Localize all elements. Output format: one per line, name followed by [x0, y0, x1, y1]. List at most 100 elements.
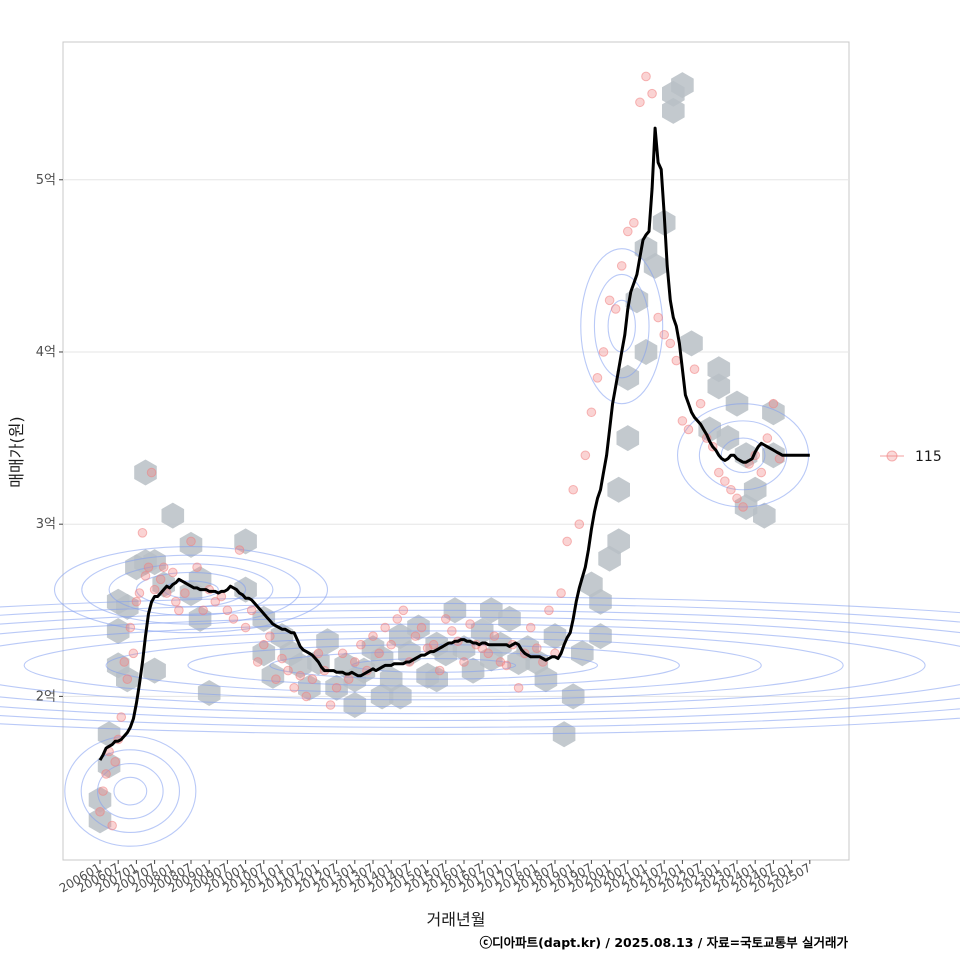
density-contour-layer [0, 248, 960, 847]
scatter-point [174, 605, 184, 616]
hexbin-cell [643, 252, 667, 279]
scatter-point [374, 648, 384, 659]
scatter-point [465, 619, 475, 629]
scatter-point [398, 605, 409, 616]
scatter-point [665, 338, 676, 349]
scatter-point [228, 614, 239, 624]
hexbin-cell [288, 652, 312, 679]
scatter-point [295, 670, 306, 681]
scatter-point [107, 820, 117, 831]
scatter-point [732, 493, 742, 504]
trend-line [98, 126, 810, 761]
density-contour [0, 609, 960, 722]
y-tick-label: 5억 [36, 173, 56, 188]
density-contour [108, 563, 274, 617]
hexbin-cell [762, 399, 785, 426]
y-axis-title: 매매가(원) [7, 416, 26, 487]
scatter-point [695, 398, 706, 409]
scatter-point [483, 648, 494, 659]
hexbin-cell [616, 425, 640, 452]
scatter-point [544, 605, 554, 616]
hexbin-cell [543, 623, 567, 650]
hexbin-cell [389, 683, 412, 710]
hexbin-cell [143, 657, 166, 684]
scatter-point [331, 682, 342, 693]
scatter-point [116, 712, 127, 722]
scatter-point [98, 786, 108, 796]
scatter-point [689, 364, 700, 375]
scatter-point [629, 218, 639, 228]
scatter-point [192, 562, 202, 573]
hexbin-cell [188, 605, 212, 632]
density-contour [580, 248, 664, 405]
scatter-point [714, 467, 724, 478]
density-contour [0, 595, 960, 735]
scatter-point [143, 562, 154, 573]
scatter-point [252, 657, 263, 667]
scatter-point [337, 648, 348, 659]
scatter-point [101, 769, 111, 779]
scatter-point [343, 674, 354, 684]
hexbin-cell [698, 416, 721, 443]
scatter-point [489, 631, 500, 641]
scatter-point [762, 433, 773, 443]
scatter-point [586, 407, 597, 418]
scatter-point [180, 588, 190, 598]
scatter-point [580, 450, 591, 461]
scatter-point [738, 502, 748, 512]
scatter-point [677, 416, 688, 426]
hexbin-cell [552, 721, 576, 748]
density-contour [53, 546, 329, 634]
scatter-point [325, 700, 336, 710]
scatter-point [134, 588, 145, 598]
scatter-point [380, 622, 390, 633]
scatter-point [562, 536, 572, 547]
scatter-point [616, 261, 627, 271]
scatter-point [155, 574, 166, 585]
scatter-point [240, 622, 251, 633]
scatter-point [392, 614, 403, 624]
scatter-point [137, 528, 148, 538]
scatter-point [168, 567, 178, 578]
scatter-point [513, 682, 524, 693]
scatter-point [131, 596, 142, 607]
scatter-point [259, 639, 269, 650]
scatter-point [574, 519, 585, 529]
hexbin-cell [316, 628, 339, 655]
scatter-point [289, 682, 299, 693]
density-contour [23, 630, 844, 701]
scatter-point [659, 329, 670, 340]
scatter-point [726, 484, 736, 495]
grid-lines [63, 179, 849, 697]
scatter-point [110, 757, 120, 767]
scatter-point [635, 97, 645, 108]
hexbin-cell [161, 502, 185, 529]
density-contour [97, 763, 164, 820]
scatter-point [149, 584, 160, 595]
caption: ⓒ디아파트(dapt.kr) / 2025.08.13 / 자료=국토교통부 실… [480, 935, 849, 950]
scatter-point [459, 657, 469, 667]
density-contour [64, 735, 197, 847]
scatter-point [604, 295, 615, 306]
scatter-point [119, 657, 130, 667]
hexbin-cell [325, 674, 348, 701]
scatter-point [171, 596, 181, 607]
hexbin-cell [589, 588, 612, 615]
scatter-point [501, 660, 512, 671]
hexbin-cell [143, 549, 166, 576]
hexbin-cell [407, 614, 430, 641]
hexbin-cell [343, 692, 367, 718]
scatter-point [671, 355, 682, 366]
density-contour [113, 776, 148, 806]
scatter-point [246, 605, 257, 616]
scatter-point [146, 467, 157, 478]
scatter-point [234, 545, 245, 555]
hexbin-cell [707, 373, 731, 400]
scatter-point [356, 639, 366, 650]
density-contour [0, 602, 960, 728]
scatter-point [623, 226, 633, 237]
hexbin-cell [97, 752, 121, 779]
hexbin-cell [298, 674, 321, 701]
scatter-point [756, 467, 767, 478]
